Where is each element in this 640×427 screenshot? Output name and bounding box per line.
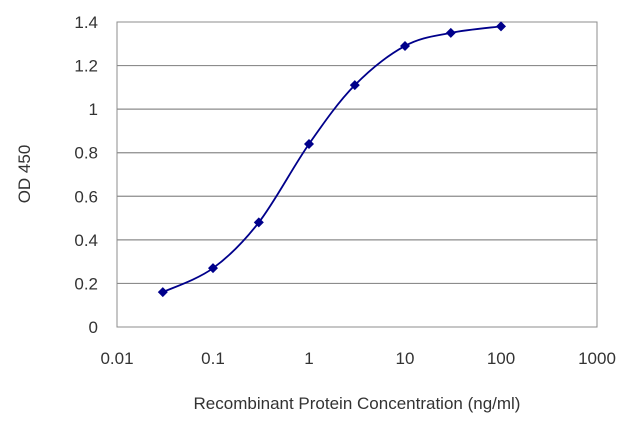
x-axis-title: Recombinant Protein Concentration (ng/ml… — [194, 394, 521, 413]
x-tick-label: 1000 — [578, 349, 616, 368]
plot-area-background — [117, 22, 597, 327]
data-point — [349, 80, 360, 91]
y-tick-label: 1 — [89, 100, 98, 119]
x-tick-label: 100 — [487, 349, 515, 368]
data-point — [445, 27, 456, 38]
data-point — [496, 21, 506, 32]
y-tick-label: 0.4 — [74, 231, 98, 250]
y-tick-label: 0 — [89, 318, 98, 337]
data-points — [157, 21, 506, 298]
x-tick-label: 0.01 — [100, 349, 133, 368]
data-point — [253, 217, 264, 228]
data-point — [304, 139, 314, 149]
data-point — [157, 287, 168, 298]
y-axis-title: OD 450 — [15, 145, 34, 204]
data-point — [208, 263, 218, 274]
y-tick-label: 0.6 — [74, 187, 98, 206]
fit-curve — [162, 25, 502, 293]
x-tick-label: 0.1 — [201, 349, 225, 368]
data-point — [400, 40, 410, 51]
x-tick-label: 10 — [396, 349, 415, 368]
y-tick-label: 0.8 — [74, 144, 98, 163]
gridlines — [117, 64, 597, 285]
x-axis-tick-labels: 0.01 0.1 1 10 100 1000 — [100, 349, 615, 368]
y-axis-tick-labels: 0 0.2 0.4 0.6 0.8 1 1.2 1.4 — [74, 13, 98, 337]
y-tick-label: 1.4 — [74, 13, 98, 32]
y-tick-label: 1.2 — [74, 57, 98, 76]
y-tick-label: 0.2 — [74, 274, 98, 293]
plot-area-frame — [116, 21, 598, 328]
x-tick-label: 1 — [304, 349, 313, 368]
